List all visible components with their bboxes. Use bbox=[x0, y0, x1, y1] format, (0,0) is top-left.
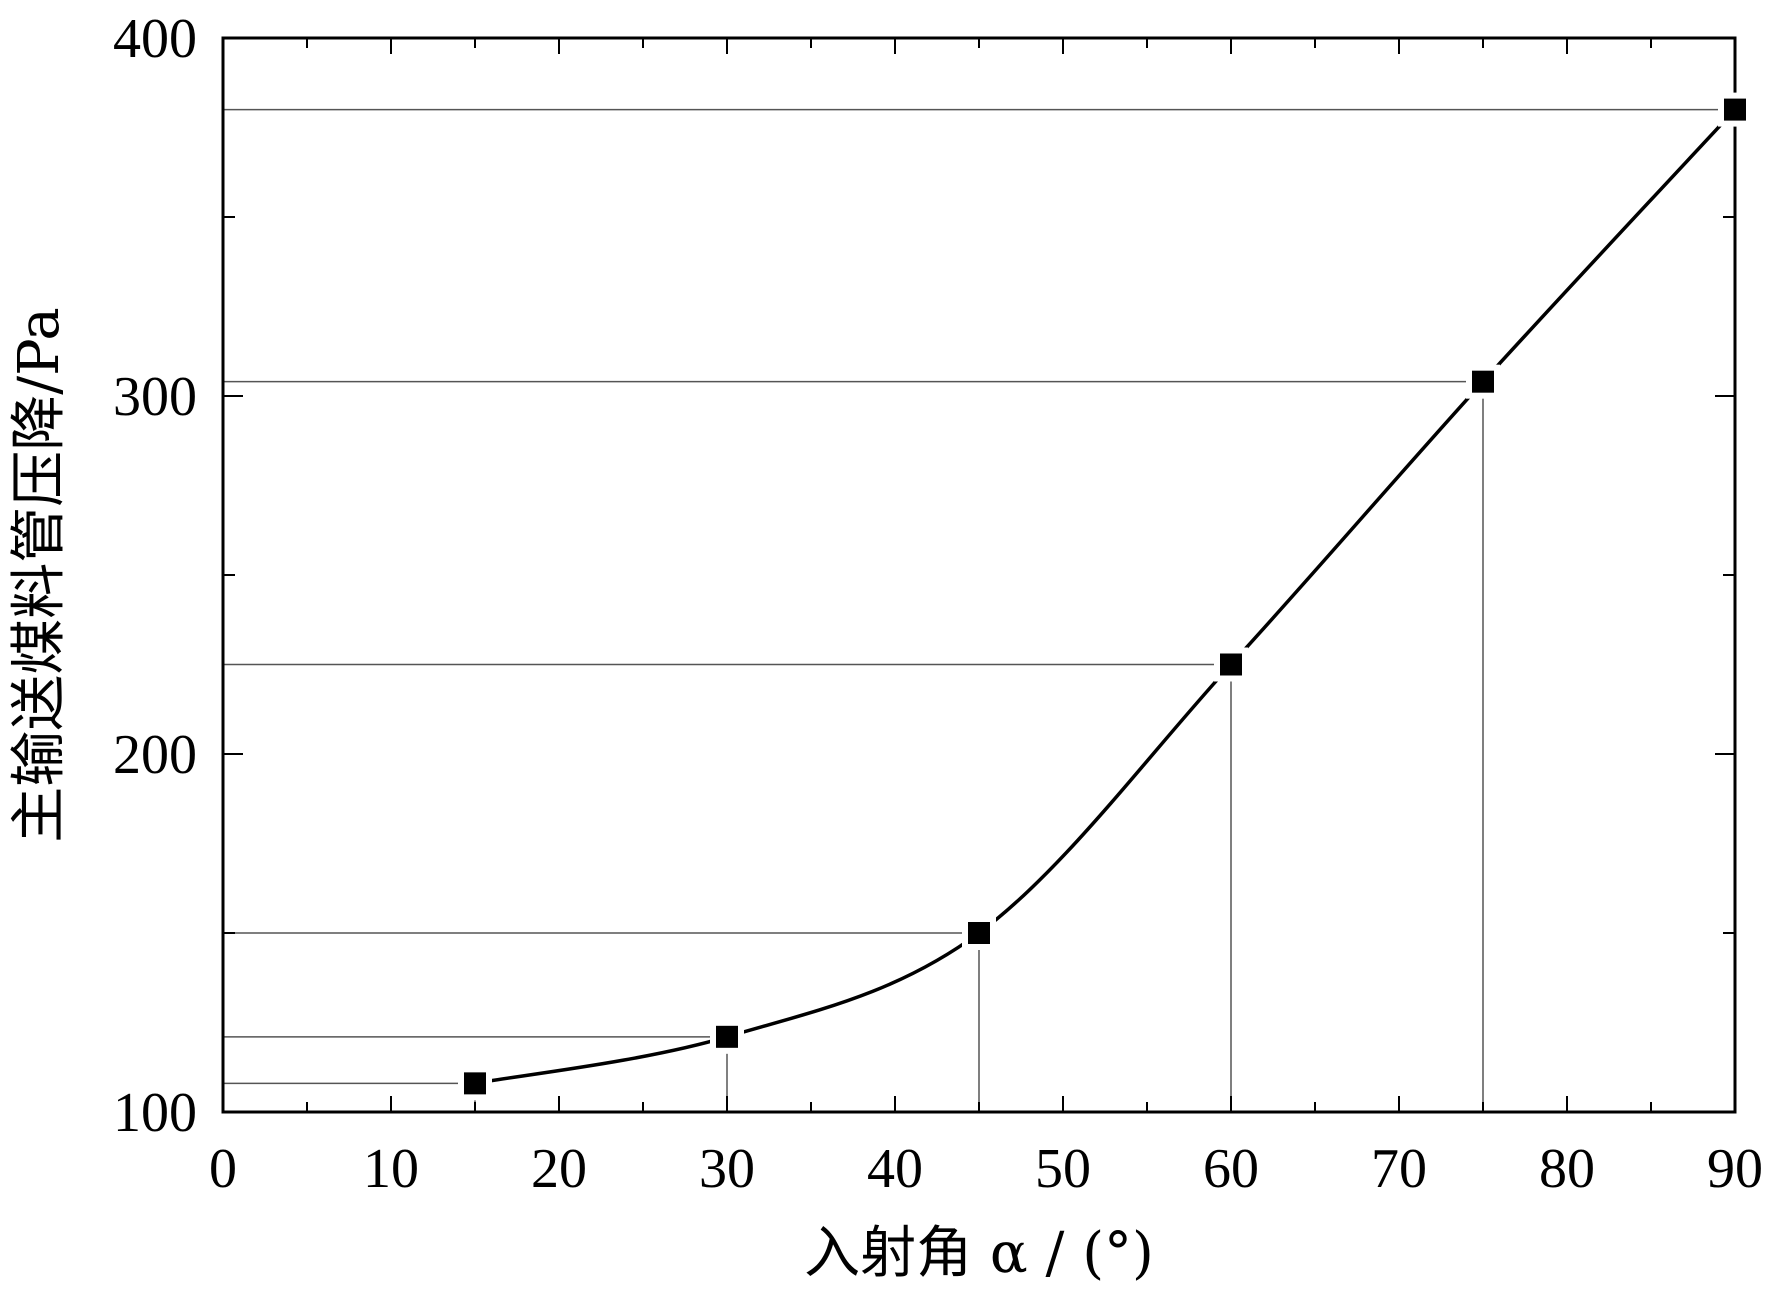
data-point bbox=[968, 922, 990, 944]
x-tick-label: 30 bbox=[699, 1138, 755, 1200]
x-tick-label: 60 bbox=[1203, 1138, 1259, 1200]
plot-frame bbox=[221, 36, 1737, 1114]
x-axis-title: 入射角 α / (°) bbox=[804, 1221, 1154, 1286]
x-tick-label: 0 bbox=[209, 1138, 237, 1200]
x-tick-label: 40 bbox=[867, 1138, 923, 1200]
y-axis-title: 主输送煤料管压降/Pa bbox=[7, 307, 72, 842]
data-point bbox=[1220, 653, 1242, 676]
data-point bbox=[1724, 98, 1746, 121]
reference-lines bbox=[223, 108, 1736, 1112]
data-markers bbox=[458, 92, 1752, 1101]
tick-labels: 0 10 20 30 40 50 60 70 80 90 100 200 300 400 bbox=[113, 8, 1763, 1200]
data-point bbox=[464, 1072, 486, 1095]
data-point bbox=[1472, 370, 1494, 393]
data-point bbox=[716, 1025, 738, 1048]
x-tick-label: 70 bbox=[1371, 1138, 1427, 1200]
y-tick-label: 200 bbox=[113, 724, 197, 786]
x-tick-label: 20 bbox=[531, 1138, 587, 1200]
x-tick-label: 10 bbox=[363, 1138, 419, 1200]
x-tick-label: 50 bbox=[1035, 1138, 1091, 1200]
x-tick-label: 80 bbox=[1539, 1138, 1595, 1200]
y-tick-label: 300 bbox=[113, 366, 197, 428]
series-curve bbox=[473, 107, 1737, 1086]
y-tick-label: 400 bbox=[113, 8, 197, 70]
x-tick-label: 90 bbox=[1707, 1138, 1763, 1200]
y-tick-label: 100 bbox=[113, 1082, 197, 1144]
